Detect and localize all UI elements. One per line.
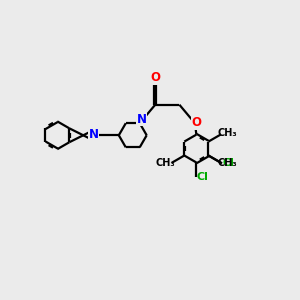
Text: CH₃: CH₃ — [218, 158, 237, 168]
Text: O: O — [192, 116, 202, 129]
Text: Cl: Cl — [223, 158, 235, 168]
Text: Cl: Cl — [197, 172, 209, 182]
Text: CH₃: CH₃ — [155, 158, 175, 168]
Text: N: N — [89, 128, 99, 141]
Text: O: O — [89, 130, 99, 143]
Text: N: N — [137, 113, 147, 126]
Text: CH₃: CH₃ — [218, 128, 237, 138]
Text: O: O — [150, 71, 160, 84]
